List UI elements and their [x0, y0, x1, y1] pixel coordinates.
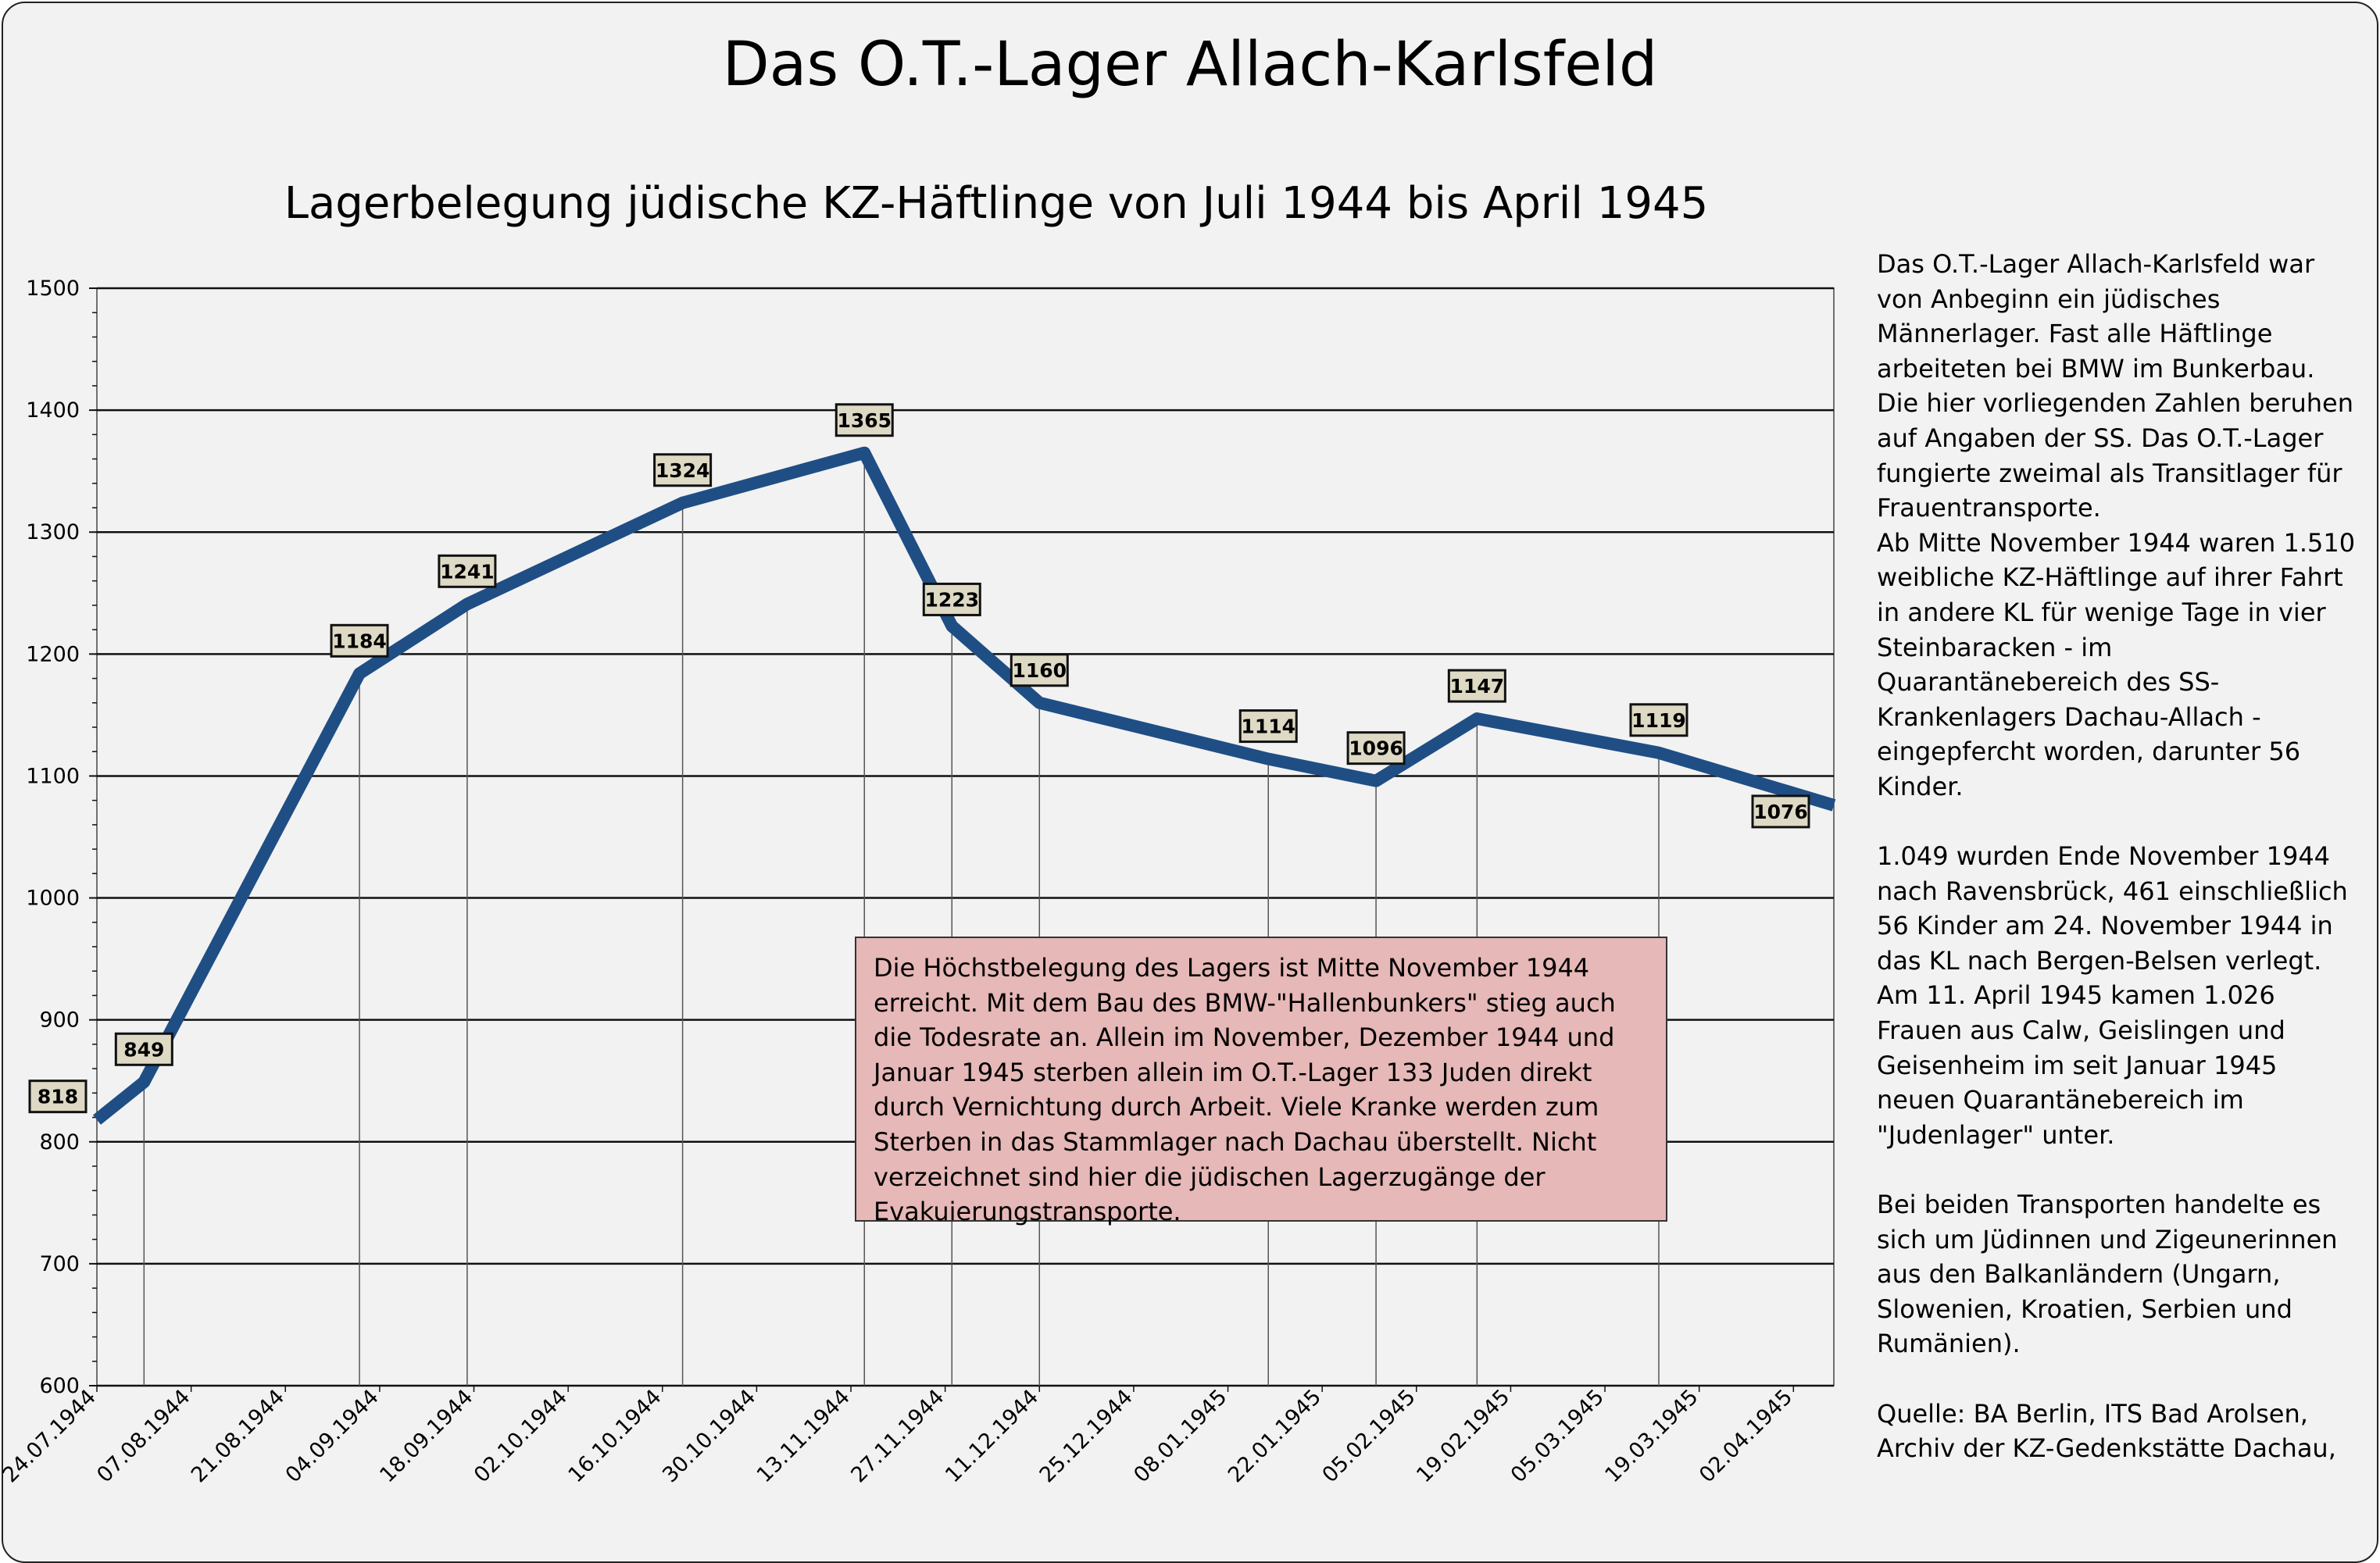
data-label: 1223 [924, 588, 979, 611]
y-tick-label: 1500 [26, 277, 80, 301]
y-tick-label: 1100 [26, 764, 80, 788]
data-label: 1241 [440, 560, 495, 583]
x-tick-label: 02.10.1944 [470, 1385, 572, 1487]
x-tick-label: 19.02.1945 [1412, 1385, 1514, 1487]
x-tick-label: 19.03.1945 [1600, 1385, 1703, 1487]
x-tick-label: 13.11.1944 [752, 1385, 855, 1487]
x-tick-label: 16.10.1944 [563, 1385, 666, 1487]
data-label: 849 [123, 1038, 164, 1061]
data-label-box [330, 623, 389, 658]
data-label-box [1010, 653, 1069, 687]
data-label-box [1751, 794, 1810, 829]
y-tick-label: 1400 [26, 398, 80, 423]
x-tick-label: 18.09.1944 [375, 1385, 477, 1487]
y-tick-label: 800 [39, 1130, 80, 1154]
data-label-box [1447, 669, 1506, 703]
page-title: Das O.T.-Lager Allach-Karlsfeld [722, 30, 1658, 100]
y-tick-label: 600 [39, 1374, 80, 1398]
data-label-box [1629, 703, 1689, 737]
data-label-box [438, 554, 497, 588]
data-label-box [922, 582, 981, 616]
x-tick-label: 05.03.1945 [1506, 1385, 1609, 1487]
y-tick-label: 1300 [26, 520, 80, 544]
data-label: 1160 [1012, 659, 1067, 682]
data-label: 1096 [1349, 737, 1403, 760]
chart-title: Lagerbelegung jüdische KZ-Häftlinge von … [284, 178, 1709, 229]
x-tick-label: 30.10.1944 [658, 1385, 760, 1487]
data-label-box [1238, 709, 1298, 744]
data-label-box [834, 403, 894, 437]
data-label: 818 [38, 1086, 78, 1108]
data-label: 1119 [1631, 709, 1686, 732]
annotation-note-box: Die Höchstbelegung des Lagers ist Mitte … [855, 937, 1667, 1226]
side-description-text: Das O.T.-Lager Allach-Karlsfeld war von … [1877, 249, 2356, 1464]
data-label-box [114, 1032, 173, 1066]
data-label: 1147 [1450, 675, 1505, 698]
x-tick-label: 05.02.1945 [1318, 1385, 1420, 1487]
x-tick-label: 25.12.1944 [1035, 1385, 1138, 1487]
data-label: 1324 [656, 459, 710, 482]
data-label: 1114 [1241, 715, 1295, 738]
data-label: 1365 [837, 409, 892, 432]
x-tick-label: 04.09.1944 [281, 1385, 384, 1487]
data-label-box [28, 1079, 88, 1114]
y-tick-label: 700 [39, 1252, 80, 1276]
y-tick-label: 1000 [26, 887, 80, 911]
data-label: 1076 [1753, 801, 1808, 823]
x-tick-label: 02.04.1945 [1695, 1385, 1797, 1487]
x-tick-label: 24.07.1944 [0, 1385, 101, 1487]
y-tick-label: 1200 [26, 642, 80, 666]
y-tick-label: 900 [39, 1008, 80, 1033]
x-tick-label: 21.08.1944 [187, 1385, 289, 1487]
data-label: 1184 [332, 630, 387, 652]
x-tick-label: 22.01.1945 [1224, 1385, 1326, 1487]
x-tick-label: 08.01.1945 [1129, 1385, 1231, 1487]
x-tick-label: 07.08.1944 [92, 1385, 195, 1487]
data-label-box [1346, 731, 1406, 765]
data-label-box [653, 453, 713, 487]
series-line [92, 446, 1836, 1125]
x-tick-label: 27.11.1944 [846, 1385, 949, 1487]
x-tick-label: 11.12.1944 [941, 1385, 1043, 1487]
